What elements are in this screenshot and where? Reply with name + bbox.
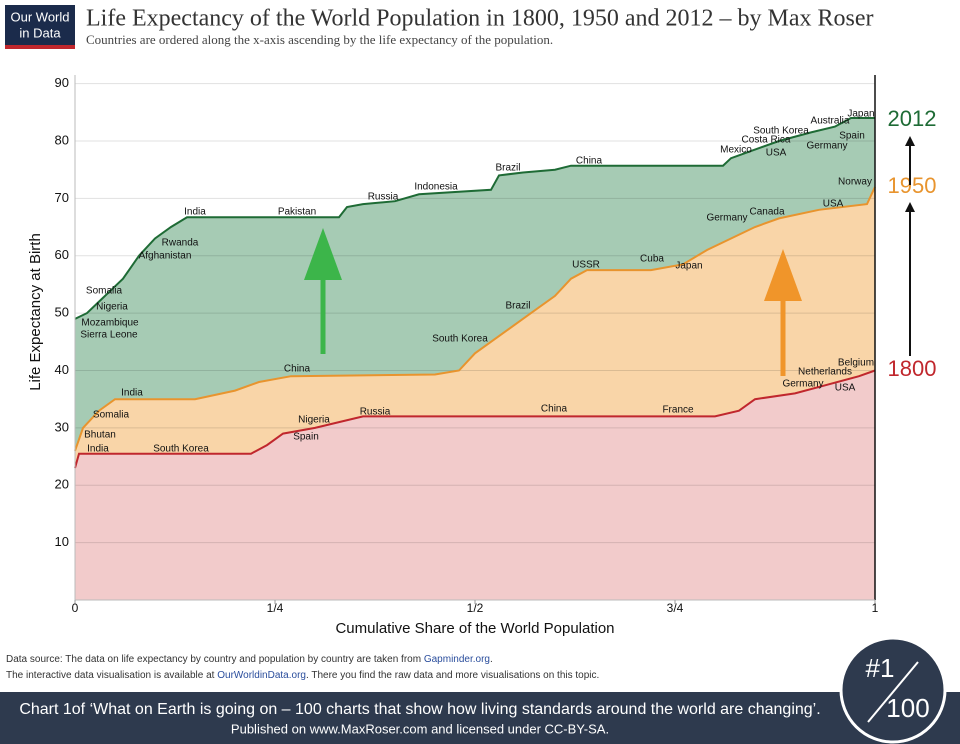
source-link[interactable]: Gapminder.org xyxy=(423,654,490,665)
x-tick-label: 0 xyxy=(72,601,79,615)
logo-text: in Data xyxy=(19,25,61,40)
country-label: Mozambique xyxy=(81,318,139,329)
country-label: Sierra Leone xyxy=(80,330,138,341)
plot: 10 20 30 40 50 60 70 80 90 2012 1950 1800 0 1/4 1/2 3/4… xyxy=(55,75,937,615)
country-label: France xyxy=(662,405,694,416)
country-label: USA xyxy=(823,199,844,210)
country-label: Mexico xyxy=(720,145,752,156)
legend-label: 2012 xyxy=(888,106,937,131)
source-note: Data source: The data on life expectancy… xyxy=(6,654,493,665)
country-label: Russia xyxy=(360,407,391,418)
country-label: India xyxy=(184,207,206,218)
note-text: The interactive data visualisation is av… xyxy=(6,670,218,681)
country-label: South Korea xyxy=(753,126,809,137)
y-axis-label: Life Expectancy at Birth xyxy=(27,233,44,391)
chart-title: Life Expectancy of the World Population … xyxy=(86,6,874,32)
country-label: Somalia xyxy=(86,286,123,297)
country-label: Japan xyxy=(675,261,702,272)
country-label: South Korea xyxy=(432,334,488,345)
country-label: Brazil xyxy=(505,301,530,312)
note-text: . There you find the raw data and more v… xyxy=(305,670,600,681)
x-tick-label: 1/2 xyxy=(467,601,484,615)
country-label: Germany xyxy=(782,379,823,390)
line xyxy=(74,369,876,469)
country-label: Costa Rica xyxy=(742,135,791,146)
country-label: Cuba xyxy=(640,254,664,265)
x-tick-label: 1/4 xyxy=(267,601,284,615)
interactive-note: The interactive data visualisation is av… xyxy=(6,670,599,681)
country-label: Germany xyxy=(806,141,847,152)
badge-number: #1 xyxy=(866,653,895,683)
country-label: Pakistan xyxy=(278,207,316,218)
country-label: Norway xyxy=(838,177,872,188)
country-label: India xyxy=(121,388,143,399)
x-tick-label: 1 xyxy=(872,601,879,615)
country-label: Canada xyxy=(749,207,784,218)
footer-banner xyxy=(0,692,960,744)
line xyxy=(74,117,875,320)
country-label: Germany xyxy=(706,213,747,224)
country-label: China xyxy=(284,364,311,375)
country-label: USA xyxy=(835,383,856,394)
y-tick-label: 80 xyxy=(55,132,69,147)
country-label: Australia xyxy=(811,116,850,127)
banner-text: Published on www.MaxRoser.com and licens… xyxy=(231,721,609,736)
y-tick-label: 90 xyxy=(55,75,69,90)
source-text: . xyxy=(490,654,493,665)
y-tick-label: 40 xyxy=(55,362,69,377)
country-label: Bhutan xyxy=(84,430,116,441)
chart-subtitle: Countries are ordered along the x-axis a… xyxy=(86,32,553,47)
source-text: Data source: The data on life expectancy… xyxy=(6,654,424,665)
logo-underline xyxy=(5,45,75,49)
logo-text: Our World xyxy=(11,9,70,24)
country-label: Belgium xyxy=(838,358,874,369)
badge-total: 100 xyxy=(886,693,929,723)
legend-label: 1800 xyxy=(888,356,937,381)
area xyxy=(75,370,875,600)
country-label: Netherlands xyxy=(798,367,852,378)
y-tick-label: 30 xyxy=(55,419,69,434)
badge xyxy=(839,636,947,744)
line xyxy=(74,186,876,452)
country-label: Spain xyxy=(293,432,319,443)
legend-label: 1950 xyxy=(888,173,937,198)
y-tick-label: 50 xyxy=(55,305,69,320)
country-label: Russia xyxy=(368,192,399,203)
badge-slash xyxy=(867,661,919,723)
improvement-arrow xyxy=(304,228,342,280)
country-label: Brazil xyxy=(495,163,520,174)
y-tick-label: 10 xyxy=(55,534,69,549)
country-label: India xyxy=(87,444,109,455)
country-label: Spain xyxy=(839,131,865,142)
improvement-arrow xyxy=(764,249,802,301)
country-label: Indonesia xyxy=(414,182,458,193)
country-label: Nigeria xyxy=(96,302,128,313)
country-label: Nigeria xyxy=(298,415,330,426)
country-label: USSR xyxy=(572,260,600,271)
x-tick-label: 3/4 xyxy=(667,601,684,615)
country-label: Somalia xyxy=(93,410,130,421)
country-label: South Korea xyxy=(153,444,209,455)
country-label: China xyxy=(541,404,568,415)
x-axis-label: Cumulative Share of the World Population xyxy=(335,620,614,637)
y-tick-label: 60 xyxy=(55,247,69,262)
banner-text: Chart 1of ‘What on Earth is going on – 1… xyxy=(19,701,820,718)
country-label: Japan xyxy=(847,109,874,120)
country-label: China xyxy=(576,156,603,167)
logo xyxy=(5,5,75,49)
y-tick-label: 70 xyxy=(55,190,69,205)
note-link[interactable]: OurWorldinData.org xyxy=(217,670,306,681)
country-label: Rwanda xyxy=(162,238,199,249)
change-arrow xyxy=(905,202,915,212)
y-tick-label: 20 xyxy=(55,477,69,492)
country-label: USA xyxy=(766,148,787,159)
country-label: Afghanistan xyxy=(139,251,192,262)
change-arrow xyxy=(905,136,915,146)
